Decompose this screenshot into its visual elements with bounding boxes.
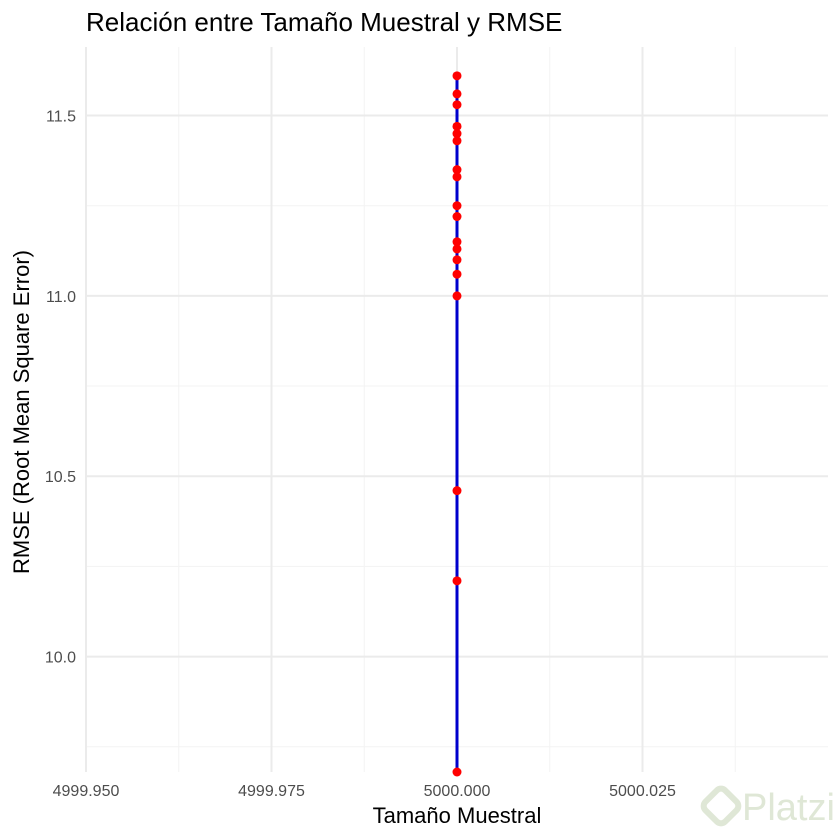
y-axis-title: RMSE (Root Mean Square Error) (9, 250, 34, 574)
data-point (452, 172, 462, 182)
data-point (452, 89, 462, 99)
y-tick-label: 11.5 (46, 109, 76, 126)
data-point (452, 244, 462, 254)
x-tick-label: 4999.975 (238, 783, 305, 800)
data-point (452, 71, 462, 81)
data-point (452, 212, 462, 222)
data-point (452, 576, 462, 586)
x-axis-title: Tamaño Muestral (373, 803, 542, 828)
x-tick-labels: 4999.950 4999.975 5000.000 5000.025 (53, 783, 676, 800)
watermark: Platzi (700, 785, 835, 829)
series-layer (452, 71, 462, 777)
data-point (452, 201, 462, 211)
x-tick-label: 5000.025 (609, 783, 676, 800)
data-point (452, 237, 462, 247)
y-tick-label: 11.0 (46, 289, 76, 306)
x-tick-label: 4999.950 (53, 783, 120, 800)
data-point (452, 165, 462, 175)
data-point (452, 100, 462, 110)
data-point (452, 129, 462, 139)
data-point (452, 269, 462, 279)
y-tick-label: 10.0 (45, 650, 76, 667)
data-point (452, 255, 462, 265)
data-point (452, 767, 462, 777)
data-point (452, 291, 462, 301)
minor-x-gridlines (178, 47, 736, 772)
y-tick-label: 10.5 (45, 469, 76, 486)
x-tick-label: 5000.000 (424, 783, 491, 800)
data-point (452, 136, 462, 146)
data-point (452, 121, 462, 131)
y-tick-labels: 10.0 10.5 11.0 11.5 (45, 109, 76, 667)
chart-title: Relación entre Tamaño Muestral y RMSE (86, 7, 562, 37)
data-point (452, 486, 462, 496)
platzi-logo-icon (700, 785, 742, 827)
watermark-text: Platzi (742, 787, 835, 829)
